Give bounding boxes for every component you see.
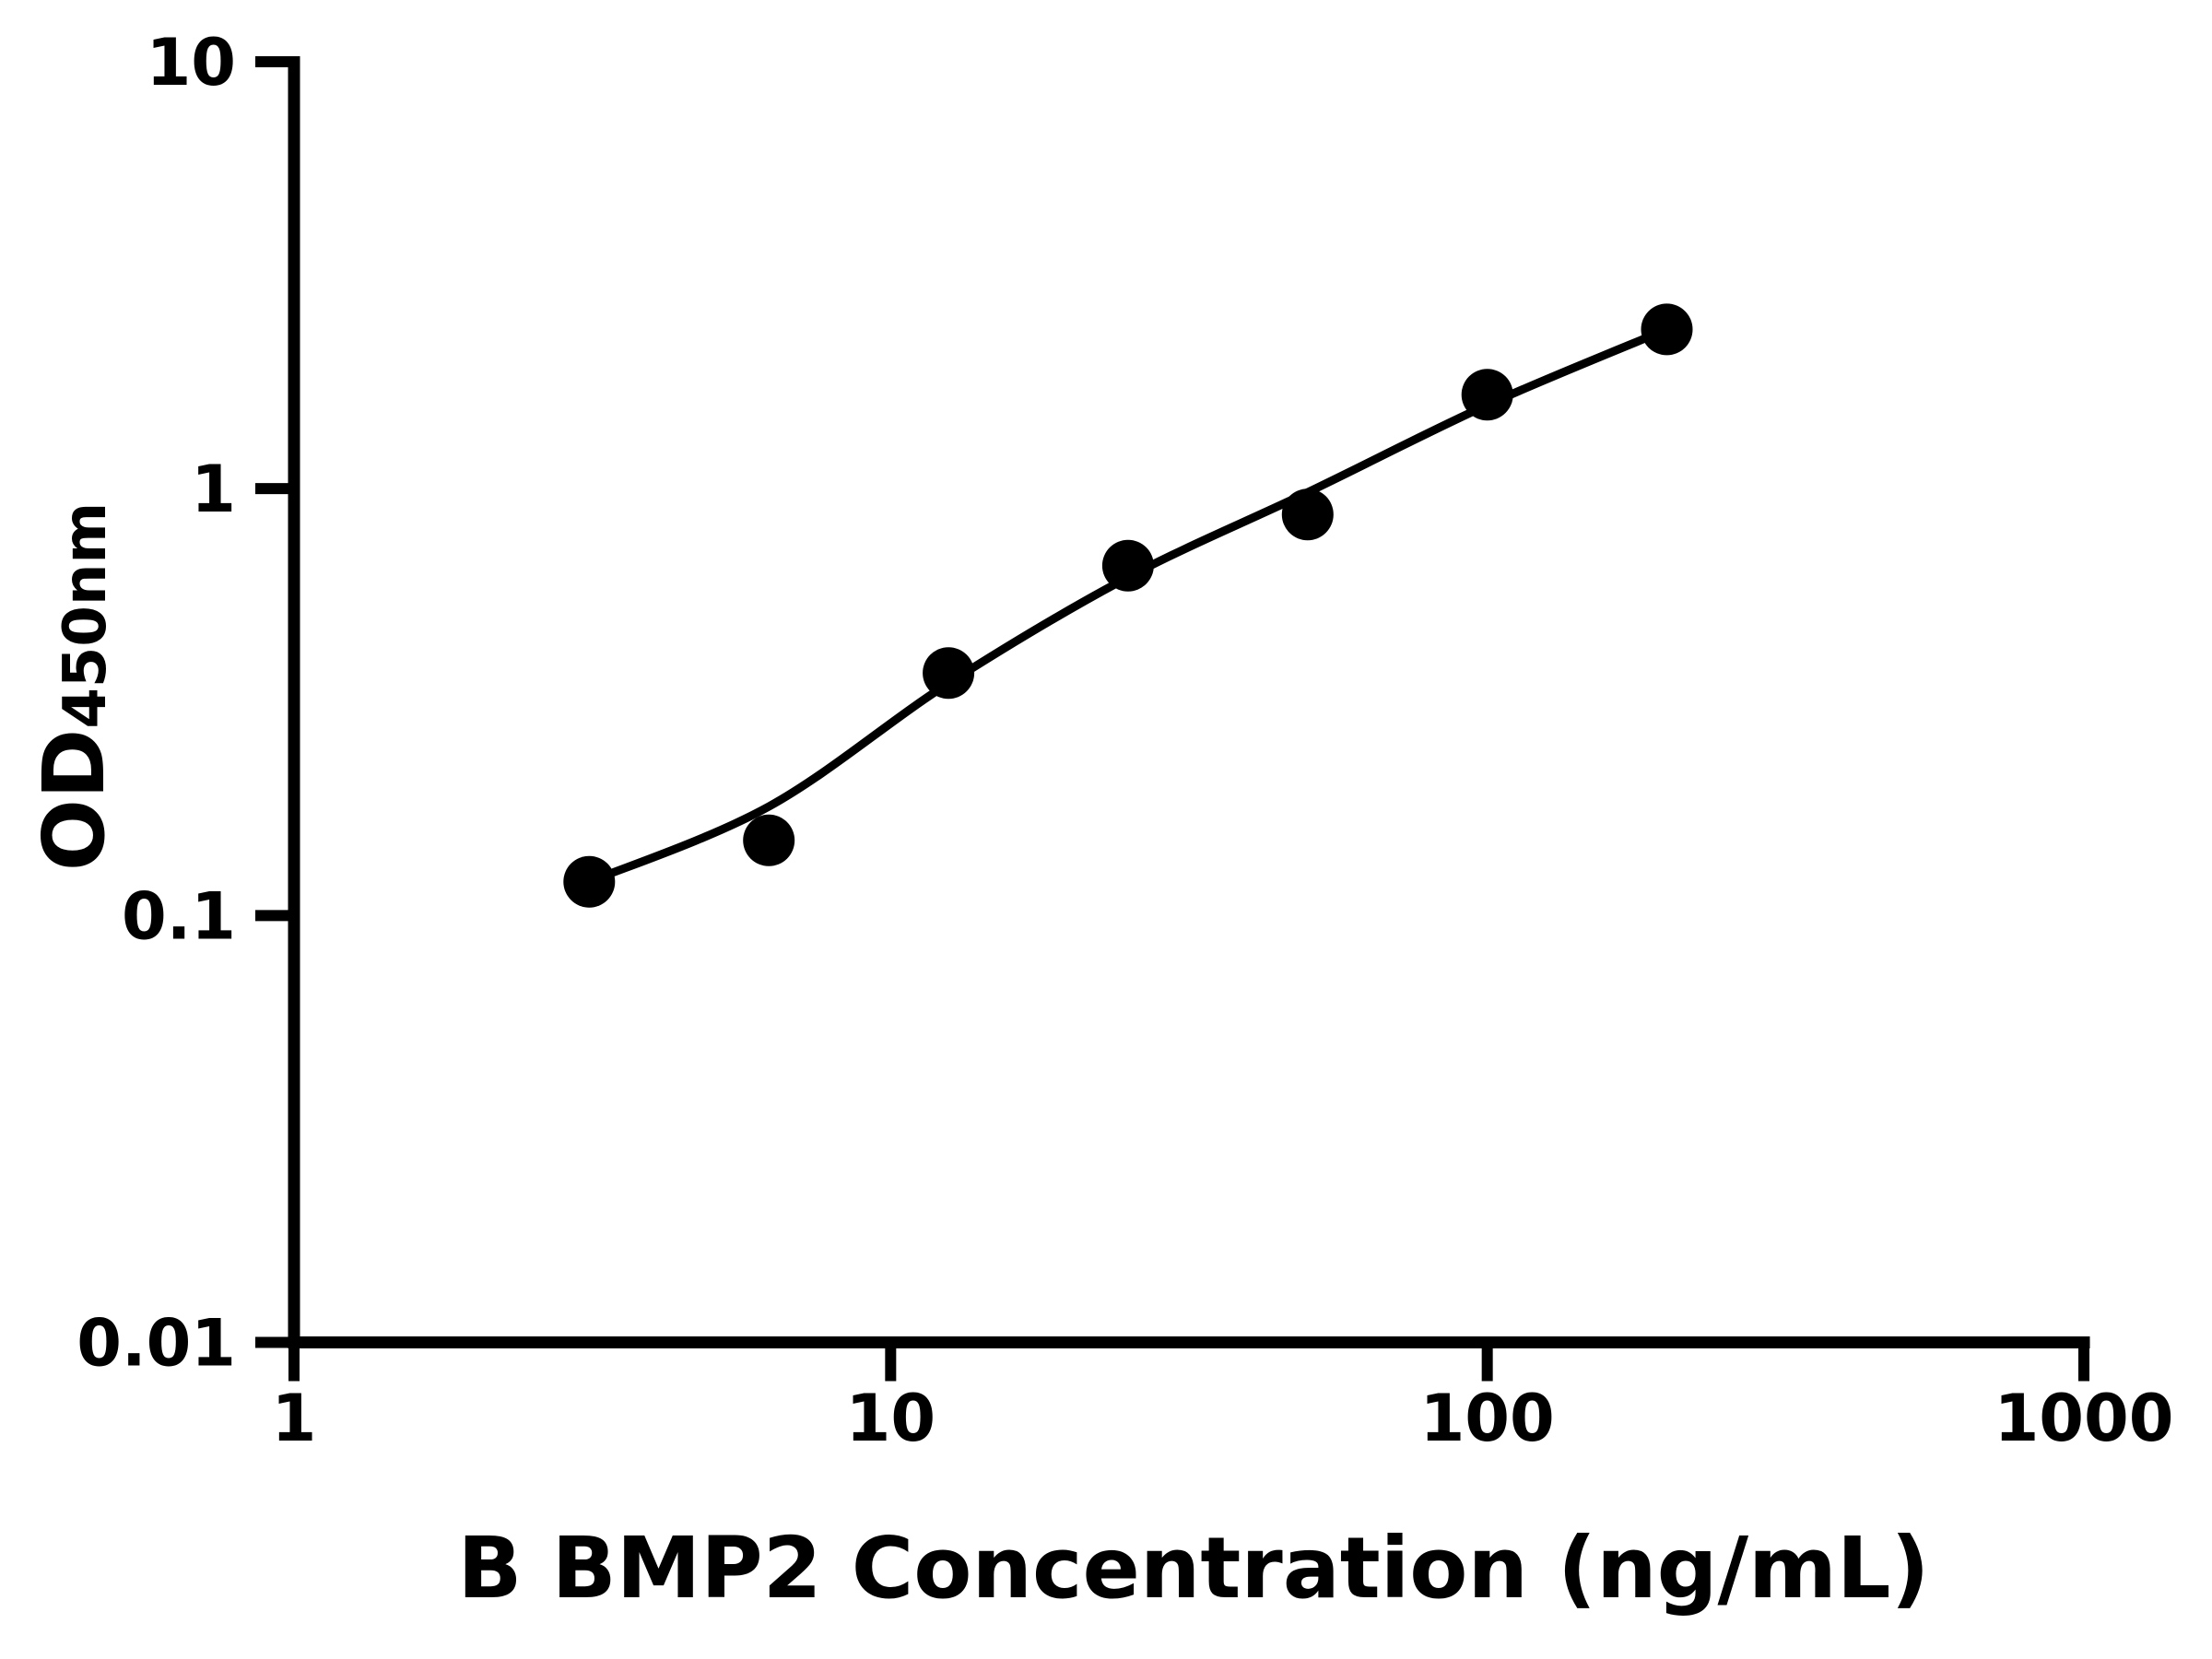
y-axis-title-main: OD	[25, 729, 124, 872]
data-point	[1281, 488, 1334, 541]
data-point	[1641, 303, 1693, 356]
y-tick-label: 0.1	[122, 878, 236, 954]
data-point	[1101, 539, 1154, 592]
data-point	[563, 855, 616, 908]
data-point	[743, 814, 795, 866]
data-point	[1461, 369, 1513, 421]
data-point	[923, 647, 975, 700]
y-axis-title-sub: 450nm	[52, 502, 120, 729]
y-axis-title: OD450nm	[25, 502, 124, 871]
x-axis-title: B BMP2 Concentration (ng/mL)	[457, 1519, 1929, 1618]
x-tick-label: 1	[272, 1381, 317, 1456]
y-tick-label: 10	[147, 25, 236, 100]
y-tick-label: 1	[191, 452, 236, 527]
x-tick-label: 100	[1420, 1381, 1555, 1456]
plot-layer: 10 1 0.1 0.01 1 10 100 1000	[76, 25, 2173, 1456]
x-tick-label: 1000	[1994, 1381, 2174, 1456]
y-tick-label: 0.01	[76, 1306, 236, 1382]
x-tick-label: 10	[846, 1381, 935, 1456]
